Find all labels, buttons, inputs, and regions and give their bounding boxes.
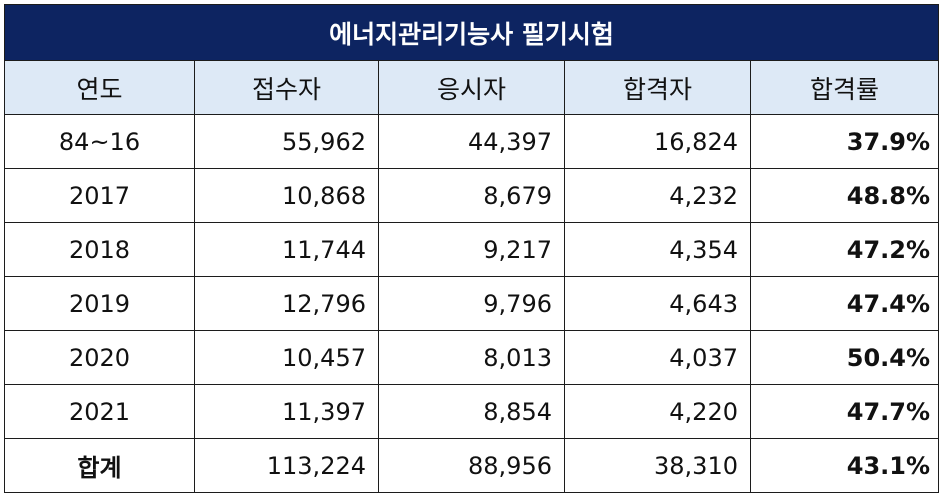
cell-passers: 16,824	[564, 114, 751, 169]
exam-stats-table: 에너지관리기능사 필기시험 연도 접수자 응시자 합격자 합격률 84~16 55…	[3, 4, 940, 493]
total-label: 합계	[4, 438, 195, 493]
cell-passers: 4,037	[564, 330, 751, 385]
table-row: 2019 12,796 9,796 4,643 47.4%	[4, 276, 940, 331]
cell-examinees: 8,854	[378, 384, 565, 439]
cell-pass-rate: 47.4%	[749, 276, 940, 331]
total-examinees: 88,956	[378, 438, 565, 493]
total-applicants: 113,224	[194, 438, 379, 493]
cell-pass-rate: 37.9%	[749, 114, 940, 169]
cell-applicants: 10,868	[194, 168, 379, 223]
cell-year: 2018	[4, 222, 195, 277]
header-pass-rate: 합격률	[749, 60, 940, 115]
total-row: 합계 113,224 88,956 38,310 43.1%	[4, 438, 940, 493]
cell-passers: 4,232	[564, 168, 751, 223]
cell-year: 2017	[4, 168, 195, 223]
cell-year: 2019	[4, 276, 195, 331]
cell-pass-rate: 50.4%	[749, 330, 940, 385]
cell-passers: 4,220	[564, 384, 751, 439]
cell-year: 84~16	[4, 114, 195, 169]
cell-pass-rate: 47.2%	[749, 222, 940, 277]
header-passers: 합격자	[564, 60, 751, 115]
table-row: 2018 11,744 9,217 4,354 47.2%	[4, 222, 940, 277]
total-pass-rate: 43.1%	[749, 438, 940, 493]
title-row: 에너지관리기능사 필기시험	[3, 4, 940, 61]
table-title: 에너지관리기능사 필기시험	[3, 4, 940, 61]
header-examinees: 응시자	[378, 60, 565, 115]
cell-year: 2020	[4, 330, 195, 385]
table-body: 84~16 55,962 44,397 16,824 37.9% 2017 10,868 8,…	[4, 114, 940, 439]
cell-passers: 4,643	[564, 276, 751, 331]
cell-applicants: 10,457	[194, 330, 379, 385]
cell-examinees: 9,217	[378, 222, 565, 277]
table-row: 2017 10,868 8,679 4,232 48.8%	[4, 168, 940, 223]
table-row: 2021 11,397 8,854 4,220 47.7%	[4, 384, 940, 439]
cell-examinees: 44,397	[378, 114, 565, 169]
cell-applicants: 11,397	[194, 384, 379, 439]
cell-pass-rate: 47.7%	[749, 384, 940, 439]
cell-applicants: 12,796	[194, 276, 379, 331]
cell-examinees: 8,679	[378, 168, 565, 223]
cell-passers: 4,354	[564, 222, 751, 277]
cell-applicants: 11,744	[194, 222, 379, 277]
cell-examinees: 9,796	[378, 276, 565, 331]
cell-year: 2021	[4, 384, 195, 439]
header-applicants: 접수자	[194, 60, 379, 115]
cell-applicants: 55,962	[194, 114, 379, 169]
table-row: 2020 10,457 8,013 4,037 50.4%	[4, 330, 940, 385]
table-row: 84~16 55,962 44,397 16,824 37.9%	[4, 114, 940, 169]
header-row: 연도 접수자 응시자 합격자 합격률	[4, 60, 940, 115]
cell-examinees: 8,013	[378, 330, 565, 385]
header-year: 연도	[4, 60, 195, 115]
total-passers: 38,310	[564, 438, 751, 493]
cell-pass-rate: 48.8%	[749, 168, 940, 223]
